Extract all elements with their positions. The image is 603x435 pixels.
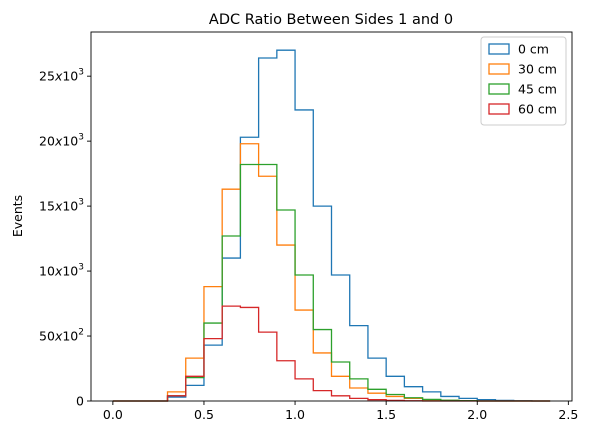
x-tick-label-3: 1.5: [376, 407, 396, 422]
y-tick-label-3: 15x103: [39, 198, 84, 214]
y-tick-label-0: 0: [76, 394, 84, 409]
axes-group: 0.0 0.5 1.0 1.5 2.0 2.5 0 50x102 10x103 15x103 20x…: [39, 31, 578, 422]
y-tick-label-5: 25x103: [39, 68, 84, 84]
y-tick-label-2: 10x103: [39, 263, 84, 279]
chart-title: ADC Ratio Between Sides 1 and 0: [209, 12, 453, 28]
legend-label-1: 30 cm: [518, 62, 557, 77]
legend-label-3: 60 cm: [518, 102, 557, 117]
legend-label-0: 0 cm: [518, 42, 549, 57]
x-tick-label-1: 0.5: [194, 407, 214, 422]
x-tick-label-0: 0.0: [103, 407, 123, 422]
y-tick-label-4: 20x103: [39, 133, 84, 149]
legend-label-2: 45 cm: [518, 82, 557, 97]
legend-swatch-3: [488, 103, 510, 115]
legend: 0 cm 30 cm 45 cm 60 cm: [480, 36, 567, 126]
plot-frame: [90, 31, 573, 402]
x-tick-label-4: 2.0: [467, 407, 487, 422]
y-axis-label: Events: [10, 195, 25, 237]
legend-box: [480, 36, 567, 126]
legend-swatch-0: [488, 43, 510, 55]
legend-swatch-2: [488, 83, 510, 95]
legend-swatch-1: [488, 63, 510, 75]
y-tick-label-1: 50x102: [39, 328, 84, 344]
x-tick-label-2: 1.0: [285, 407, 305, 422]
x-tick-label-5: 2.5: [558, 407, 578, 422]
histogram-series-2: [112, 163, 551, 402]
